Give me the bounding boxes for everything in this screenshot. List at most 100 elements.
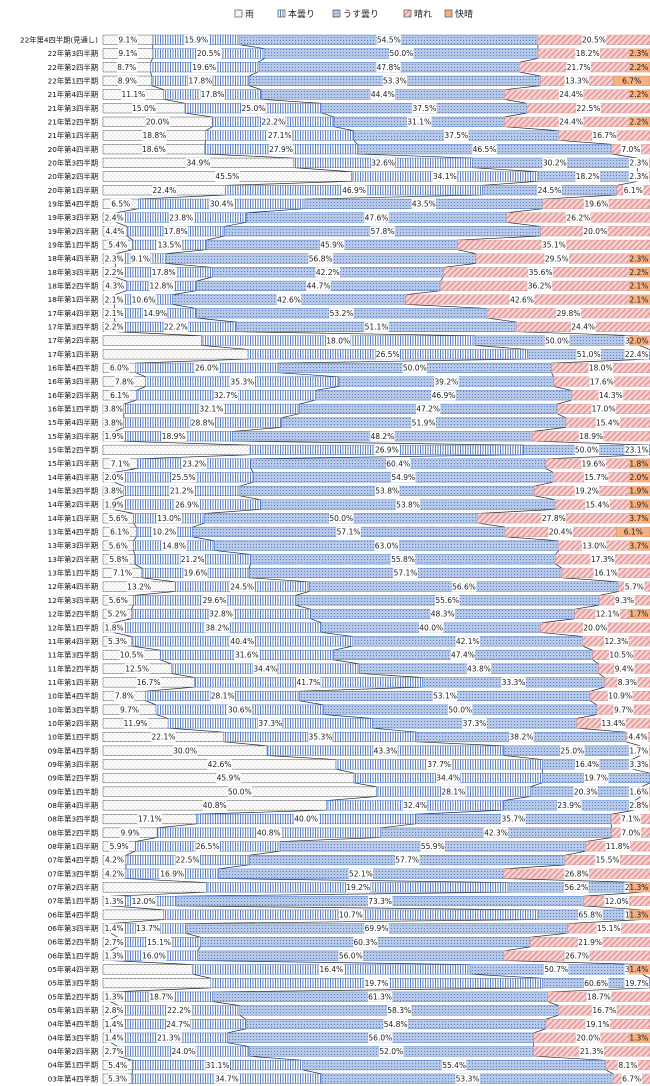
- data-label-overcast: 24.0%: [171, 1047, 195, 1056]
- data-label-overcast: 16.0%: [142, 951, 166, 960]
- data-label-overcast: 18.0%: [326, 336, 350, 345]
- data-label-overcast: 34.7%: [215, 1074, 239, 1083]
- data-label-sunny: 8.3%: [618, 678, 637, 687]
- data-label-overcast: 12.8%: [150, 282, 174, 291]
- connector-line: [359, 673, 423, 678]
- data-label-rain: 2.7%: [105, 1047, 124, 1056]
- data-label-bg: [432, 691, 458, 701]
- data-label-rain: 5.4%: [108, 241, 127, 250]
- data-label-bg: [455, 1073, 480, 1084]
- connector-line: [248, 563, 251, 569]
- data-label-rain: 1.4%: [105, 924, 124, 933]
- data-label-thin-cloud: 39.2%: [434, 377, 458, 386]
- data-label-bg: [230, 376, 255, 387]
- data-label-bg: [593, 567, 619, 578]
- data-label-overcast: 28.8%: [191, 418, 215, 427]
- connector-line: [176, 891, 510, 897]
- data-label-rain: 4.4%: [105, 227, 124, 236]
- data-label-overcast: 9.1%: [131, 254, 150, 263]
- connector-line: [126, 235, 133, 241]
- data-label-bg: [364, 978, 389, 989]
- data-label-bg: [104, 280, 125, 291]
- data-label-bg: [130, 253, 151, 264]
- connector-line: [574, 604, 600, 610]
- data-label-sunny: 35.1%: [542, 241, 566, 250]
- data-label-bg: [434, 376, 459, 387]
- data-label-sunny: 1.6%: [629, 787, 648, 796]
- category-label: 12年第3四半期: [48, 596, 98, 605]
- data-label-bg: [216, 773, 241, 784]
- connector-line: [415, 809, 504, 815]
- category-label: 06年第2四半期: [48, 938, 98, 947]
- data-label-sunny: 26.7%: [565, 951, 589, 960]
- data-label-bg: [628, 472, 649, 483]
- data-label-bg: [415, 403, 441, 414]
- data-label-bg: [455, 636, 481, 647]
- connector-line: [326, 796, 377, 801]
- data-label-bg: [200, 89, 225, 100]
- category-label: 07年第2四半期: [48, 883, 98, 892]
- category-label: 06年第3四半期: [48, 924, 98, 933]
- connector-line: [131, 645, 161, 651]
- data-label-bg: [628, 513, 649, 524]
- data-label-thin-cloud: 44.4%: [371, 90, 395, 99]
- connector-line: [172, 290, 197, 296]
- data-label-rain: 2.4%: [105, 213, 124, 222]
- data-label-overcast: 17.8%: [201, 90, 225, 99]
- data-label-bg: [202, 800, 227, 811]
- data-label-bg: [628, 335, 649, 346]
- connector-line: [503, 755, 543, 760]
- data-label-clear: 1.9%: [629, 487, 648, 496]
- connector-line: [556, 413, 566, 419]
- data-label-bg: [104, 472, 125, 483]
- data-label-sunny: 19.7%: [625, 979, 649, 988]
- data-label-overcast: 21.3%: [157, 1033, 181, 1042]
- connector-line: [321, 632, 353, 637]
- data-label-bg: [501, 677, 526, 688]
- data-label-thin-cloud: 24.5%: [538, 186, 562, 195]
- data-label-overcast: 19.7%: [365, 979, 389, 988]
- data-label-thin-cloud: 65.8%: [578, 910, 602, 919]
- data-label-rain: 5.3%: [108, 637, 127, 646]
- data-label-clear: 1.8%: [629, 459, 648, 468]
- data-label-sunny: 19.6%: [581, 459, 605, 468]
- data-label-bg: [576, 103, 601, 114]
- data-label-clear: 3.7%: [629, 541, 648, 550]
- data-label-rain: 12.5%: [125, 664, 149, 673]
- data-label-bg: [566, 212, 591, 223]
- connector-line: [163, 98, 186, 104]
- data-label-bg: [628, 253, 649, 264]
- data-label-overcast: 23.2%: [182, 459, 206, 468]
- data-label-thin-cloud: 50.0%: [329, 514, 353, 523]
- connector-line: [110, 1042, 118, 1047]
- connector-line: [248, 71, 258, 77]
- data-label-bg: [107, 239, 128, 250]
- connector-line: [545, 1014, 559, 1020]
- data-label-bg: [172, 745, 198, 756]
- category-label: 13年第2四半期: [48, 555, 98, 564]
- bar-rain: [102, 349, 249, 360]
- data-label-rain: 9.7%: [120, 705, 139, 714]
- connector-line: [239, 481, 254, 487]
- data-label-bg: [435, 595, 460, 606]
- data-label-overcast: 32.6%: [371, 159, 395, 168]
- data-label-bg: [628, 964, 649, 975]
- data-label-bg: [412, 103, 437, 114]
- category-label: 09年第1四半期: [48, 787, 98, 796]
- data-label-sunny: 16.7%: [592, 1006, 616, 1015]
- data-label-overcast: 19.6%: [192, 63, 216, 72]
- data-label-thin-cloud: 56.6%: [452, 582, 476, 591]
- connector-line: [472, 167, 539, 173]
- connector-line: [457, 235, 541, 241]
- connector-line: [249, 577, 310, 583]
- series-connector-lines: [109, 44, 650, 1075]
- connector-line: [112, 618, 132, 624]
- data-label-bg: [564, 75, 590, 86]
- data-label-sunny: 17.0%: [592, 405, 616, 414]
- legend-label-overcast: 本曇り: [288, 8, 315, 20]
- data-label-thin-cloud: 54.9%: [391, 473, 415, 482]
- connector-line: [204, 153, 294, 159]
- data-label-rain: 1.9%: [105, 432, 124, 441]
- data-label-overcast: 41.7%: [296, 678, 320, 687]
- connector-line: [540, 618, 575, 624]
